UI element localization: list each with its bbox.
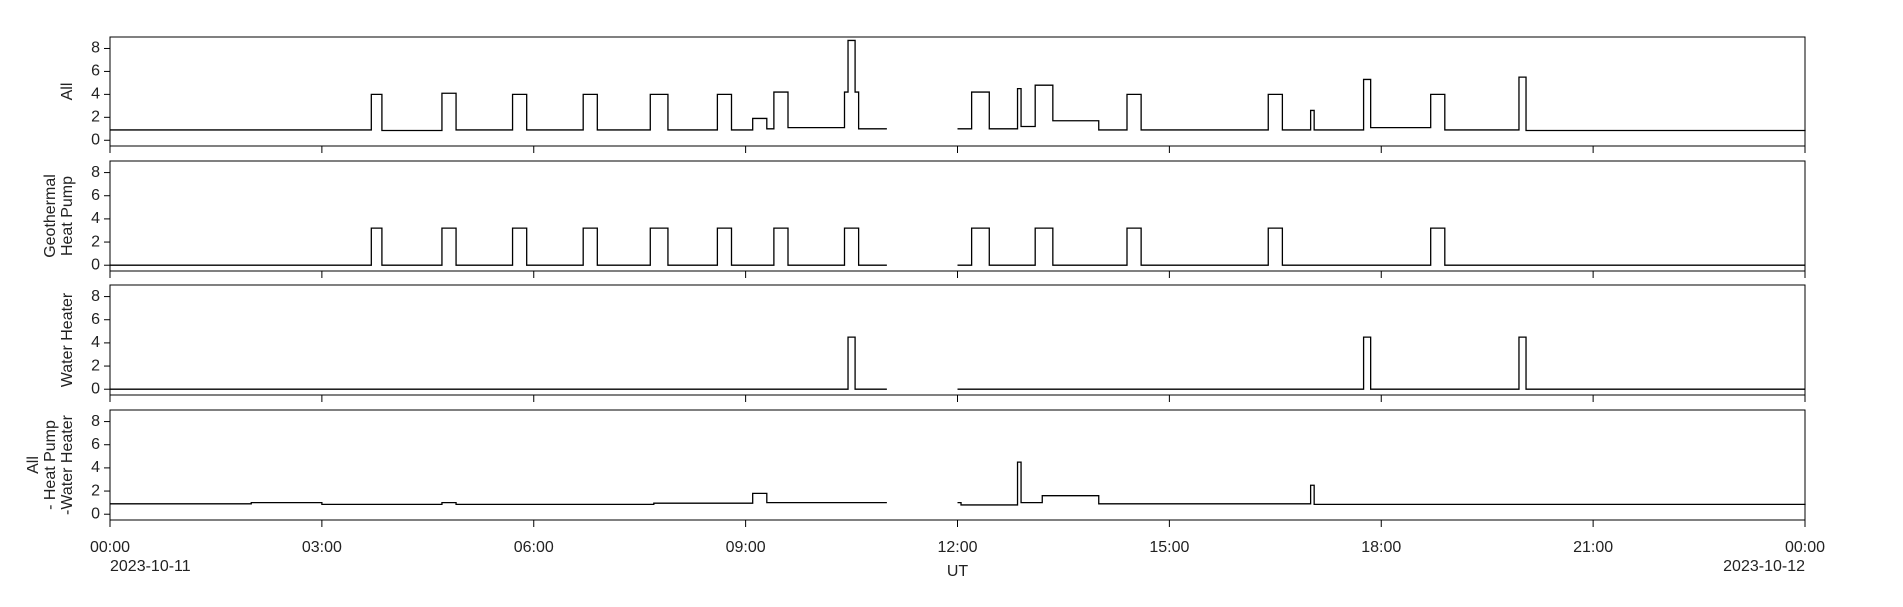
y-axis-label: All: [59, 83, 76, 101]
y-axis-label: All: [25, 456, 42, 474]
y-tick-label: 2: [91, 357, 100, 374]
x-tick-label: 21:00: [1573, 539, 1613, 556]
y-axis-label: -Water Heater: [59, 414, 76, 515]
data-line: [110, 492, 887, 506]
y-tick-label: 0: [91, 131, 100, 148]
date-label: 2023-10-12: [1723, 558, 1805, 575]
y-axis-label: Heat Pump: [59, 176, 76, 256]
x-axis-label: UT: [947, 563, 969, 580]
date-label: 2023-10-11: [110, 558, 191, 575]
x-tick-label: 12:00: [937, 539, 977, 556]
data-line: [110, 39, 887, 132]
y-axis-label: Geothermal: [42, 174, 59, 258]
x-tick-label: 09:00: [726, 539, 766, 556]
data-line: [957, 76, 1806, 132]
y-tick-label: 0: [91, 505, 100, 522]
y-tick-label: 8: [91, 288, 100, 305]
data-line: [957, 336, 1805, 390]
y-tick-label: 8: [91, 40, 100, 57]
y-tick-label: 0: [91, 256, 100, 273]
data-line: [110, 227, 887, 266]
y-tick-label: 6: [91, 187, 100, 204]
y-tick-label: 4: [91, 210, 100, 227]
y-tick-label: 0: [91, 380, 100, 397]
panel-frame: [109, 409, 1806, 521]
x-tick-label: 00:00: [1785, 539, 1825, 556]
y-axis-label: - Heat Pump: [42, 420, 59, 510]
y-tick-label: 4: [91, 334, 100, 351]
x-tick-label: 06:00: [514, 539, 554, 556]
y-tick-label: 2: [91, 109, 100, 126]
data-line: [957, 461, 1806, 506]
y-tick-label: 6: [91, 311, 100, 328]
y-tick-label: 6: [91, 436, 100, 453]
x-tick-label: 18:00: [1361, 539, 1401, 556]
y-tick-label: 8: [91, 164, 100, 181]
y-tick-label: 6: [91, 63, 100, 80]
y-axis-label: Water Heater: [59, 292, 76, 387]
y-tick-label: 2: [91, 482, 100, 499]
data-line: [110, 336, 887, 390]
y-tick-label: 4: [91, 86, 100, 103]
panel-frame: [109, 160, 1806, 272]
data-line: [957, 227, 1805, 266]
y-tick-label: 2: [91, 233, 100, 250]
panel-frame: [109, 284, 1806, 396]
x-tick-label: 00:00: [90, 539, 130, 556]
y-tick-label: 4: [91, 459, 100, 476]
x-tick-label: 15:00: [1149, 539, 1189, 556]
y-tick-label: 8: [91, 413, 100, 430]
x-tick-label: 03:00: [302, 539, 342, 556]
